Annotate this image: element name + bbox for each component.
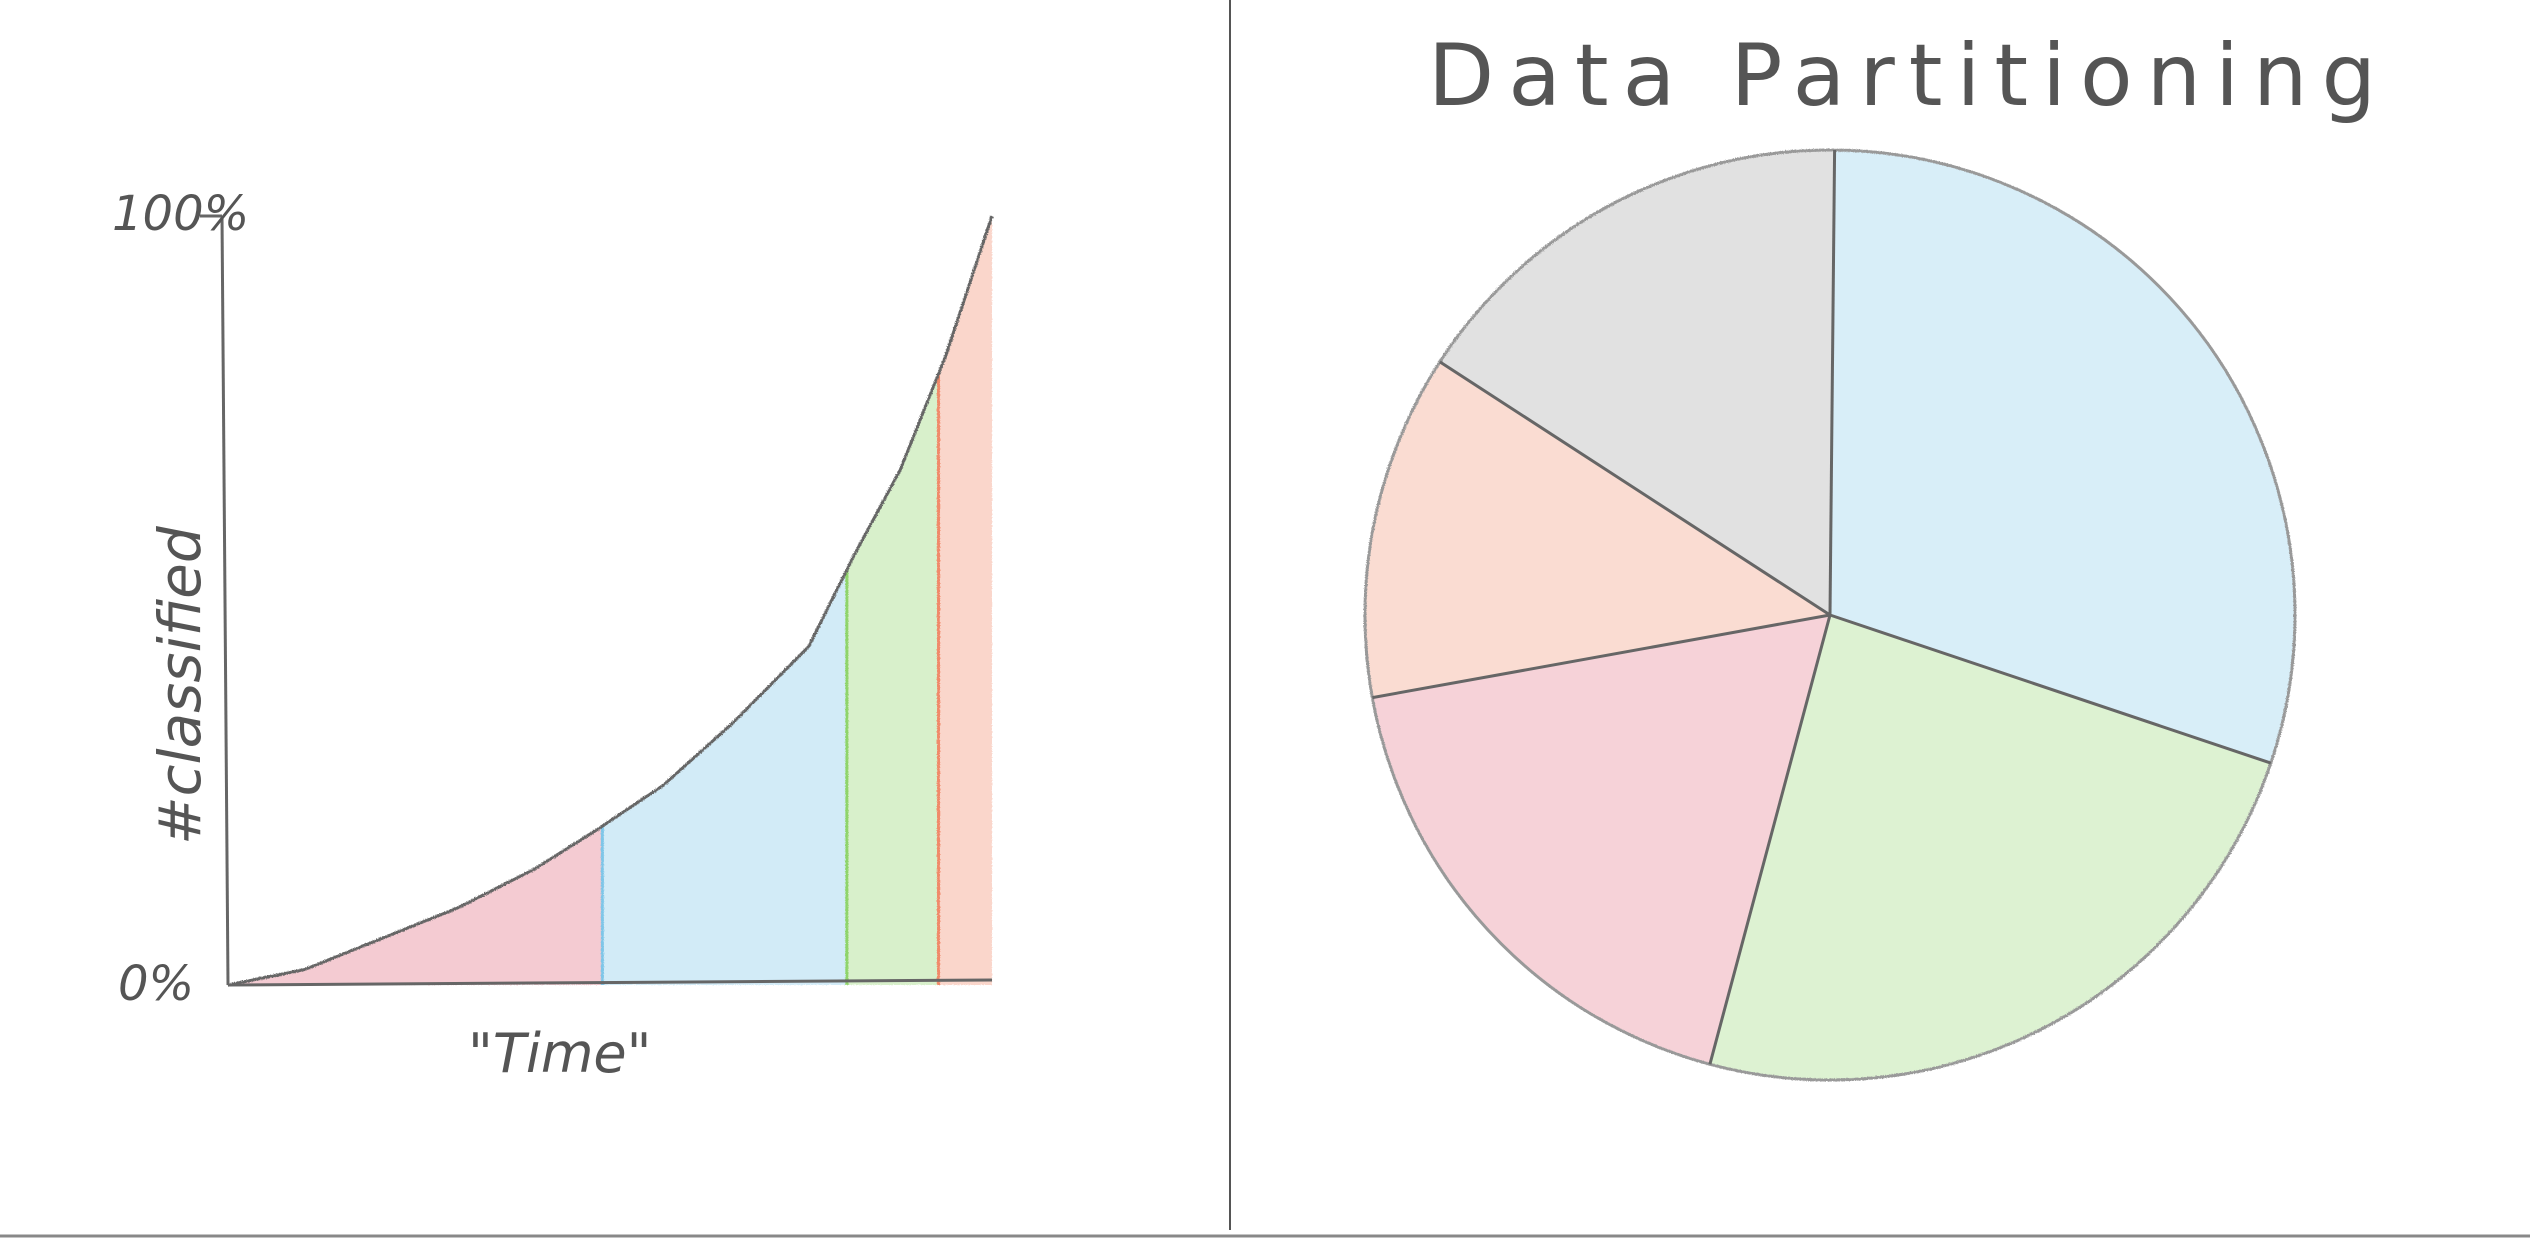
pie-slice-3	[1372, 615, 1830, 1065]
x-axis-label: "Time"	[468, 1022, 652, 1085]
area-segment-3	[846, 373, 939, 985]
y-tick-label-100: 100%	[112, 186, 249, 242]
area-segment-2	[602, 569, 847, 985]
y-tick-label-0: 0%	[118, 956, 194, 1012]
pie-title: Data Partitioning	[1428, 26, 2390, 126]
pie-chart: Data Partitioning	[1363, 26, 2390, 1082]
pie-slice-1	[1830, 150, 2296, 764]
area-segment-4	[938, 216, 992, 985]
pie-divider-5	[1439, 360, 1831, 617]
pie-divider-1	[1828, 149, 1837, 616]
area-chart: 100% 0% #classified "Time"	[112, 186, 994, 1085]
y-axis	[220, 215, 230, 986]
x-axis	[227, 978, 993, 987]
pie-divider-4	[1372, 613, 1831, 700]
area-segment-1	[228, 826, 603, 985]
pie-outline	[1363, 148, 2297, 1082]
growth-curve	[227, 215, 994, 987]
pie-slice-2	[1709, 615, 2271, 1080]
pie-divider-2	[1829, 613, 2272, 765]
pie-divider-3	[1708, 614, 1832, 1065]
pie-slice-4	[1365, 361, 1830, 698]
pie-slice-5	[1439, 149, 1835, 615]
y-axis-label: #classified	[146, 525, 214, 845]
